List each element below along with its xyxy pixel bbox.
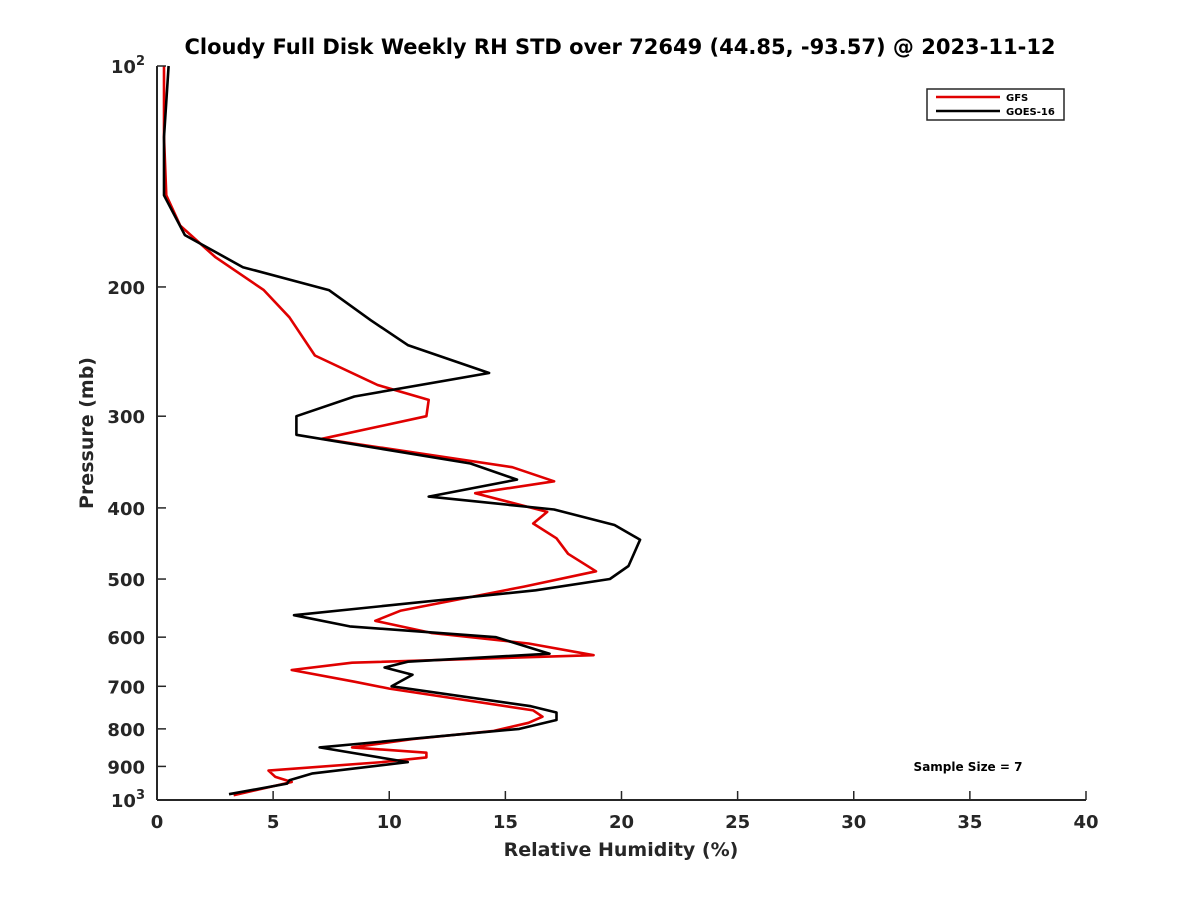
sample-size-annotation: Sample Size = 7 [914, 760, 1023, 774]
y-tick-label: 700 [107, 677, 145, 698]
ticks-layer: 0 5 10 15 20 25 30 35 40 102 200 300 400 500 600 700 800… [107, 54, 1098, 833]
y-axis-label: Pressure (mb) [76, 357, 98, 509]
y-tick-label: 500 [107, 570, 145, 591]
y-tick-label: 300 [107, 407, 145, 428]
x-tick-label: 20 [609, 812, 634, 833]
x-tick-label: 15 [493, 812, 518, 833]
y-tick-label: 600 [107, 628, 145, 649]
chart-title: Cloudy Full Disk Weekly RH STD over 7264… [184, 35, 1055, 59]
y-tick-label: 200 [107, 278, 145, 299]
y-tick-label: 103 [111, 788, 145, 812]
legend-label-goes16: GOES-16 [1006, 107, 1055, 118]
x-tick-label: 35 [957, 812, 982, 833]
x-tick-label: 10 [377, 812, 402, 833]
series-line-goes-16 [162, 65, 642, 796]
series-line-gfs [162, 66, 598, 797]
legend-label-gfs: GFS [1006, 93, 1028, 104]
legend: GFS GOES-16 [926, 88, 1065, 121]
x-tick-label: 5 [267, 812, 280, 833]
x-tick-label: 0 [151, 812, 164, 833]
x-tick-label: 30 [841, 812, 866, 833]
x-tick-label: 25 [725, 812, 750, 833]
series-layer [162, 65, 642, 797]
y-tick-label: 800 [107, 720, 145, 741]
y-tick-label: 102 [111, 54, 145, 78]
y-tick-label: 900 [107, 757, 145, 778]
legend-box [926, 88, 1065, 121]
y-tick-label: 400 [107, 499, 145, 520]
x-axis-label: Relative Humidity (%) [504, 839, 739, 861]
x-tick-label: 40 [1073, 812, 1098, 833]
